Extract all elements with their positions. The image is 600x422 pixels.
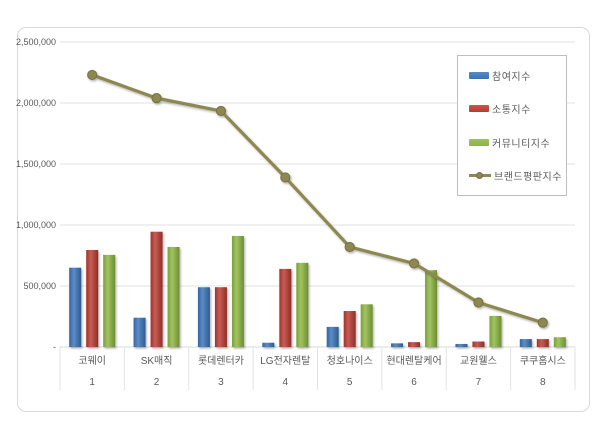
reputation-line: [87, 69, 548, 328]
category-label: 쿠쿠홈시스: [520, 354, 566, 367]
legend-item-1: 소통지수: [469, 100, 566, 118]
legend-label: 커뮤니티지수: [492, 138, 551, 150]
bar-참여지수: [391, 343, 404, 347]
line-marker: [280, 172, 291, 183]
legend-item-0: 참여지수: [469, 66, 566, 84]
bar-소통지수: [279, 268, 292, 347]
category-label: 교원웰스: [460, 355, 497, 367]
category-label: 청호나이스: [327, 355, 373, 367]
bar-소통지수: [86, 250, 99, 347]
bar-소통지수: [408, 342, 421, 347]
rank-label: 1: [89, 377, 95, 388]
bar-참여지수: [197, 287, 210, 347]
category-label: LG전자렌탈: [260, 354, 310, 367]
rank-label: 6: [411, 377, 417, 388]
bar-소통지수: [472, 341, 485, 347]
bar-커뮤니티지수: [296, 262, 309, 347]
y-axis-label: 500,000: [23, 281, 56, 291]
bar-참여지수: [326, 326, 339, 347]
line-marker: [344, 241, 355, 253]
category-label: 현대렌탈케어: [386, 354, 441, 367]
bar-커뮤니티지수: [489, 315, 502, 347]
legend-label: 참여지수: [492, 71, 531, 83]
y-axis-label: -: [53, 342, 56, 352]
category-label: 코웨이: [78, 355, 106, 367]
bar-참여지수: [519, 339, 532, 347]
line-marker: [87, 69, 98, 81]
legend-item-3: 브랜드평판지수: [469, 167, 566, 185]
rank-label: 7: [476, 377, 482, 388]
rank-label: 5: [347, 377, 353, 388]
bar-소통지수: [536, 339, 549, 347]
line-marker: [215, 105, 227, 117]
bar-참여지수: [133, 317, 146, 347]
y-axis-label: 1,500,000: [16, 159, 56, 169]
bar-소통지수: [150, 231, 163, 347]
legend-swatch-icon: [469, 71, 489, 79]
line-marker: [473, 297, 484, 308]
line-marker: [151, 93, 162, 104]
line-marker: [408, 258, 420, 269]
rank-label: 4: [283, 377, 289, 388]
rank-label: 8: [540, 377, 546, 388]
legend-line-swatch-icon: [469, 171, 491, 180]
line-marker: [537, 317, 548, 328]
category-label: 롯데렌터카: [198, 355, 244, 367]
bar-소통지수: [343, 311, 356, 347]
y-axis-label: 2,000,000: [16, 98, 56, 108]
bar-참여지수: [262, 342, 275, 347]
bar-커뮤니티지수: [231, 235, 244, 347]
bar-소통지수: [214, 287, 227, 347]
legend-swatch-icon: [469, 138, 489, 146]
category-label: SK매직: [141, 355, 173, 367]
y-axis-label: 1,000,000: [16, 220, 56, 230]
legend-swatch-icon: [469, 105, 489, 113]
bar-커뮤니티지수: [103, 254, 116, 347]
rank-label: 3: [218, 377, 224, 388]
legend-label: 브랜드평판지수: [494, 172, 562, 184]
rank-label: 2: [154, 377, 160, 388]
bar-커뮤니티지수: [553, 337, 566, 347]
bar-커뮤니티지수: [360, 304, 373, 347]
legend-label: 소통지수: [492, 105, 531, 117]
y-axis-label: 2,500,000: [16, 37, 56, 47]
legend-item-2: 커뮤니티지수: [469, 133, 566, 151]
bar-커뮤니티지수: [425, 270, 438, 347]
bar-참여지수: [69, 267, 82, 347]
bar-커뮤니티지수: [167, 246, 180, 347]
bar-참여지수: [455, 343, 468, 347]
